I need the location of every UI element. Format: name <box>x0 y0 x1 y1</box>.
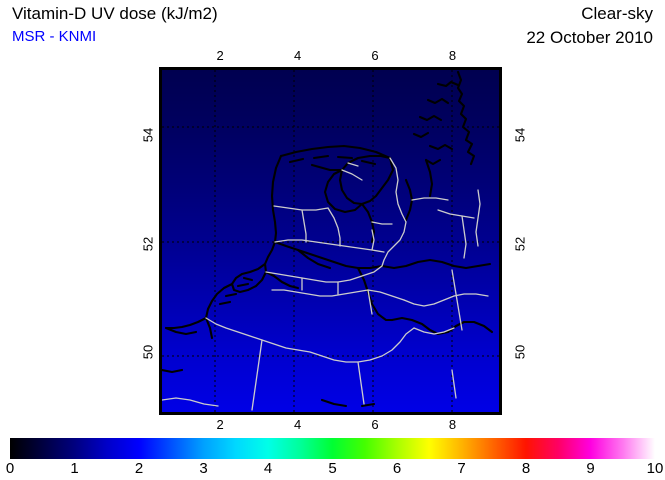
sky-condition-label: Clear-sky <box>581 4 653 23</box>
y-tick-label-left: 50 <box>140 345 156 360</box>
colorbar-tick-label: 7 <box>457 460 466 477</box>
colorbar-tick-label: 10 <box>646 460 664 477</box>
colorbar-tick-label: 1 <box>70 460 79 477</box>
date-label: 22 October 2010 <box>526 28 653 47</box>
colorbar-tick-label: 5 <box>328 460 337 477</box>
x-tick-label-bottom: 8 <box>448 417 457 432</box>
y-tick-label-right: 52 <box>512 236 528 251</box>
colorbar-tick-label: 3 <box>199 460 208 477</box>
x-tick-label-bottom: 4 <box>293 417 302 432</box>
colorbar-tick-label: 4 <box>263 460 273 477</box>
y-tick-label-right: 54 <box>512 127 528 143</box>
colorbar-gradient <box>10 438 655 459</box>
uv-dose-map[interactable] <box>159 67 502 415</box>
colorbar-tick-label: 2 <box>134 460 144 477</box>
x-tick-label-bottom: 2 <box>216 417 224 432</box>
y-tick-label-left: 52 <box>140 236 156 251</box>
colorbar[interactable] <box>10 438 655 459</box>
colorbar-tick-label: 6 <box>392 460 402 477</box>
x-tick-label-top: 2 <box>216 48 224 63</box>
map-canvas <box>162 70 499 412</box>
colorbar-tick-label: 8 <box>521 460 531 477</box>
colorbar-tick-label: 9 <box>586 460 595 477</box>
x-tick-label-top: 4 <box>293 48 302 63</box>
y-tick-label-left: 54 <box>140 127 156 143</box>
plot-frame <box>159 67 502 415</box>
x-tick-label-bottom: 6 <box>371 417 379 432</box>
administrative-borders <box>162 157 489 411</box>
x-tick-label-top: 8 <box>448 48 457 63</box>
page-title: Vitamin-D UV dose (kJ/m2) <box>12 4 218 23</box>
y-tick-label-right: 50 <box>512 345 528 360</box>
x-tick-label-top: 6 <box>371 48 379 63</box>
source-label: MSR - KNMI <box>12 28 97 45</box>
colorbar-tick-label: 0 <box>5 460 15 477</box>
